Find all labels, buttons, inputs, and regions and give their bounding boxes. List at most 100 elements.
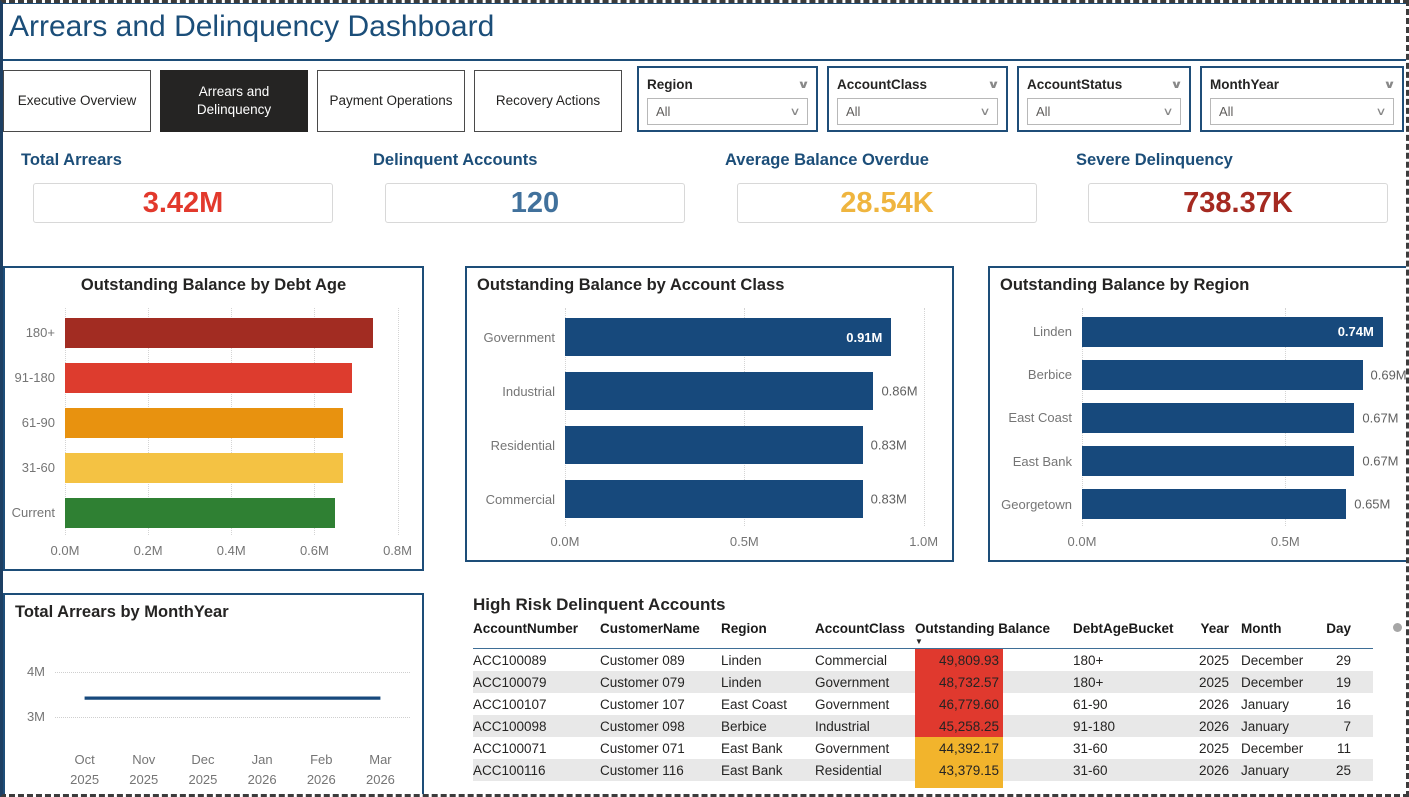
x-tick-label: 0.6M: [299, 543, 329, 558]
column-header-accountnumber[interactable]: AccountNumber: [473, 621, 579, 636]
bar-industrial[interactable]: [565, 372, 874, 410]
bar-linden[interactable]: 0.74M: [1082, 316, 1383, 347]
table-row[interactable]: ACC100098 Customer 098 Berbice Industrial 45…: [473, 715, 1373, 737]
bar-commercial[interactable]: [565, 480, 863, 518]
bar-91-180[interactable]: [65, 362, 352, 393]
gridline: [55, 671, 410, 673]
bar-georgetown[interactable]: [1082, 489, 1347, 520]
column-header-outstanding balance[interactable]: Outstanding Balance ▼: [915, 621, 1063, 646]
kpi-delinquent-accounts: Delinquent Accounts 120: [373, 151, 688, 223]
table-row[interactable]: ACC100107 Customer 107 East Coast Governmen…: [473, 693, 1373, 715]
balance-cell: 43,379.15: [915, 759, 1003, 781]
chevron-down-icon[interactable]: ∨: [1170, 78, 1183, 91]
cell-account_class: Commercial: [815, 652, 888, 668]
kpi-value-box: 738.37K: [1088, 183, 1388, 223]
cell-day: 25: [1335, 762, 1351, 778]
x-axis: 0.0M 0.5M 1.0M: [551, 534, 939, 552]
column-header-year[interactable]: Year: [1200, 621, 1229, 636]
cell-debt_age_bucket: 31-60: [1073, 762, 1108, 778]
table-header-row: AccountNumber CustomerName Region AccountCl…: [473, 621, 1373, 649]
column-header-accountclass[interactable]: AccountClass: [815, 621, 906, 636]
category-label: Linden: [1032, 324, 1072, 340]
table-row[interactable]: ACC100089 Customer 089 Linden Commercial 49,…: [473, 649, 1373, 671]
slicer-monthyear-dropdown[interactable]: All ∨: [1210, 98, 1394, 125]
column-header-customername[interactable]: CustomerName: [600, 621, 700, 636]
category-label: Residential: [490, 437, 555, 453]
bar-31-60[interactable]: [65, 452, 344, 483]
tab-recovery-actions[interactable]: Recovery Actions: [474, 70, 622, 132]
cell-outstanding_balance: 43,379.15: [915, 759, 1063, 781]
page-title: Arrears and Delinquency Dashboard: [9, 10, 495, 43]
bar-east-coast[interactable]: [1082, 402, 1355, 433]
category-label: Current: [11, 505, 55, 520]
x-tick-label: 0.2M: [133, 543, 163, 558]
cell-debt_age_bucket: 61-90: [1073, 696, 1108, 712]
table-row[interactable]: ACC100079 Customer 079 Linden Government 48,…: [473, 671, 1373, 693]
table-scrollbar-thumb[interactable]: [1393, 623, 1402, 632]
cell-outstanding_balance: 45,258.25: [915, 715, 1063, 737]
category-label: Industrial: [502, 383, 555, 399]
chevron-down-icon[interactable]: ∨: [797, 78, 810, 91]
tab-payment-operations[interactable]: Payment Operations: [317, 70, 465, 132]
x-tick-label: 0.0M: [1067, 534, 1097, 549]
cell-month: January: [1241, 718, 1290, 734]
bar-rows: Government 0.91M Industrial 0.86M Residentia…: [467, 310, 952, 526]
kpi-value: 3.42M: [142, 186, 224, 219]
bar-180-[interactable]: [65, 317, 373, 348]
gridline: [744, 308, 746, 526]
column-header-region[interactable]: Region: [721, 621, 767, 636]
bar-track: [65, 407, 410, 438]
table-row[interactable]: ACC100116 Customer 116 East Bank Residentia…: [473, 759, 1373, 781]
slicer-accountclass-dropdown[interactable]: All ∨: [837, 98, 998, 125]
tab-executive-overview[interactable]: Executive Overview: [3, 70, 151, 132]
cell-region: Linden: [721, 652, 762, 668]
balance-cell: 48,732.57: [915, 671, 1003, 693]
chart-region: Outstanding Balance by Region Linden 0.74…: [988, 266, 1407, 562]
bar-rows: 180+ 91-180 61-90 31-60 Current: [5, 310, 422, 535]
tab-arrears-and-delinquency[interactable]: Arrears and Delinquency: [160, 70, 308, 132]
table-high-risk: High Risk Delinquent Accounts AccountNum…: [473, 595, 1373, 794]
column-header-debtagebucket[interactable]: DebtAgeBucket: [1073, 621, 1174, 636]
cell-customer_name: Customer 079: [600, 674, 685, 690]
cell-debt_age_bucket: 91-180: [1073, 718, 1116, 734]
category-label: East Bank: [1012, 453, 1072, 469]
cell-region: Berbice: [721, 718, 767, 734]
chevron-down-icon[interactable]: ∨: [987, 78, 1000, 91]
cell-year: 2025: [1198, 652, 1229, 668]
bar-row: 31-60: [5, 452, 422, 483]
table-title: High Risk Delinquent Accounts: [473, 595, 726, 614]
bar-row: Government 0.91M: [467, 318, 952, 356]
cell-month: December: [1241, 674, 1304, 690]
arrears-trend-line[interactable]: [55, 647, 410, 742]
bar-residential[interactable]: [565, 426, 863, 464]
column-header-day[interactable]: Day: [1326, 621, 1351, 636]
x-tick-label: 0.0M: [50, 543, 80, 558]
bar-value-label: 0.69M: [1370, 367, 1407, 383]
cell-account_class: Government: [815, 674, 890, 690]
bar-east-bank[interactable]: [1082, 446, 1355, 477]
bar-track: 0.86M: [565, 372, 938, 410]
nav-band: Executive Overview Arrears and Delinquen…: [3, 66, 1406, 136]
chevron-down-icon[interactable]: ∨: [1383, 78, 1396, 91]
bar-value-label: 0.86M: [881, 383, 918, 399]
x-tick-label: 0.0M: [550, 534, 580, 549]
table-partial-row: [473, 781, 1373, 788]
cell-outstanding_balance: 48,732.57: [915, 671, 1063, 693]
bar-value-label: 0.74M: [1337, 324, 1374, 340]
bar-government[interactable]: 0.91M: [565, 318, 892, 356]
category-label: 91-180: [14, 370, 55, 385]
bar-current[interactable]: [65, 497, 336, 528]
gridline: [565, 308, 566, 526]
balance-cell: 46,779.60: [915, 693, 1003, 715]
bar-berbice[interactable]: [1082, 359, 1363, 390]
bar-61-90[interactable]: [65, 407, 344, 438]
slicer-accountclass-title: AccountClass: [837, 76, 928, 92]
balance-cell: 49,809.93: [915, 649, 1003, 671]
bar-row: Berbice 0.69M: [990, 359, 1407, 390]
bar-row: 61-90: [5, 407, 422, 438]
slicer-region-dropdown[interactable]: All ∨: [647, 98, 808, 125]
slicer-accountstatus-dropdown[interactable]: All ∨: [1027, 98, 1181, 125]
column-header-month[interactable]: Month: [1241, 621, 1282, 636]
table-row[interactable]: ACC100071 Customer 071 East Bank Government…: [473, 737, 1373, 759]
